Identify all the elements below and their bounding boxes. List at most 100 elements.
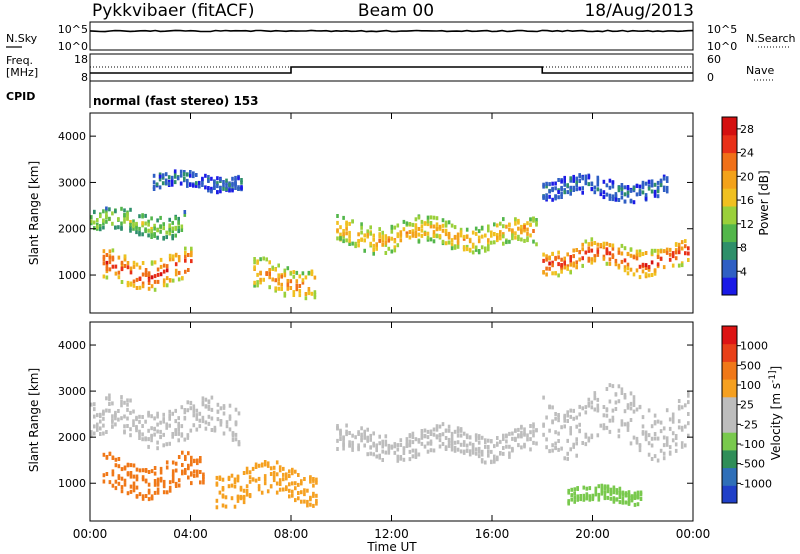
power-echo-cell bbox=[184, 254, 187, 259]
velocity-echo-cell bbox=[626, 427, 630, 432]
velocity-echo-cell bbox=[614, 400, 618, 405]
velocity-echo-cell bbox=[234, 432, 238, 437]
velocity-echo-cell bbox=[168, 416, 171, 421]
power-echo-cell bbox=[102, 225, 105, 230]
power-echo-cell bbox=[360, 225, 363, 230]
velocity-echo-cell bbox=[641, 424, 645, 429]
power-echo-cell bbox=[417, 227, 421, 231]
velocity-colorbar-segment bbox=[722, 467, 737, 486]
power-echo-cell bbox=[450, 246, 454, 251]
power-echo-cell bbox=[295, 283, 299, 288]
velocity-echo-cell bbox=[411, 448, 415, 453]
velocity-echo-cell bbox=[584, 432, 588, 437]
power-echo-cell bbox=[210, 176, 213, 181]
power-echo-cell bbox=[420, 233, 424, 238]
power-echo-cell bbox=[653, 182, 657, 187]
velocity-echo-cell bbox=[653, 413, 657, 418]
power-echo-cell bbox=[535, 242, 538, 247]
power-echo-cell bbox=[150, 284, 154, 289]
velocity-echo-cell bbox=[535, 428, 538, 433]
velocity-echo-cell bbox=[114, 479, 118, 484]
power-echo-cell bbox=[459, 227, 463, 232]
velocity-echo-cell bbox=[144, 494, 148, 498]
velocity-echo-cell bbox=[266, 489, 270, 494]
velocity-echo-cell bbox=[219, 422, 223, 427]
velocity-y-tick-label: 1000 bbox=[58, 477, 86, 490]
nsky-left-tick-bottom: 10^0 bbox=[58, 40, 88, 53]
power-echo-cell bbox=[277, 277, 280, 282]
velocity-echo-cell bbox=[423, 428, 427, 433]
velocity-echo-cell bbox=[674, 434, 678, 438]
velocity-echo-cell bbox=[617, 434, 621, 439]
velocity-echo-cell bbox=[462, 431, 466, 436]
power-echo-cell bbox=[165, 276, 169, 281]
velocity-echo-cell bbox=[570, 487, 573, 492]
power-echo-cell bbox=[426, 219, 430, 224]
velocity-echo-cell bbox=[487, 438, 490, 443]
velocity-echo-cell bbox=[222, 411, 226, 416]
velocity-echo-cell bbox=[684, 424, 687, 429]
power-echo-cell bbox=[295, 287, 299, 292]
velocity-echo-cell bbox=[126, 398, 129, 403]
velocity-echo-cell bbox=[626, 421, 630, 426]
velocity-echo-cell bbox=[671, 415, 675, 420]
time-tick-label: 20:00 bbox=[575, 527, 610, 541]
power-echo-cell bbox=[447, 231, 451, 236]
velocity-echo-cell bbox=[474, 451, 478, 456]
power-echo-cell bbox=[126, 216, 129, 221]
velocity-colorbar-segment bbox=[722, 396, 737, 415]
velocity-echo-cell bbox=[111, 483, 115, 488]
power-echo-cell bbox=[629, 199, 633, 204]
power-echo-cell bbox=[462, 234, 466, 239]
velocity-echo-cell bbox=[303, 492, 306, 497]
velocity-echo-cell bbox=[300, 499, 303, 504]
power-echo-cell bbox=[295, 279, 299, 284]
power-echo-cell bbox=[162, 283, 166, 288]
power-echo-cell bbox=[596, 187, 600, 192]
power-echo-cell bbox=[584, 239, 588, 244]
velocity-echo-cell bbox=[659, 448, 663, 453]
velocity-echo-cell bbox=[129, 489, 133, 494]
power-echo-cell bbox=[387, 238, 391, 243]
velocity-echo-cell bbox=[126, 407, 129, 412]
velocity-echo-cell bbox=[263, 481, 267, 486]
velocity-echo-cell bbox=[638, 404, 642, 409]
velocity-echo-cell bbox=[456, 447, 460, 452]
power-echo-cell bbox=[432, 215, 436, 220]
velocity-echo-cell bbox=[687, 412, 690, 416]
power-echo-cell bbox=[170, 182, 174, 187]
velocity-echo-cell bbox=[174, 468, 178, 473]
power-echo-cell bbox=[554, 255, 557, 260]
power-echo-cell bbox=[259, 257, 262, 262]
power-echo-cell bbox=[548, 189, 551, 194]
power-echo-cell bbox=[135, 224, 138, 229]
velocity-echo-cell bbox=[615, 497, 619, 502]
velocity-echo-cell bbox=[233, 504, 237, 509]
power-echo-cell bbox=[623, 258, 627, 263]
velocity-echo-cell bbox=[393, 450, 397, 455]
velocity-echo-cell bbox=[351, 444, 354, 449]
power-echo-cell bbox=[295, 270, 299, 275]
power-echo-cell bbox=[456, 235, 460, 240]
velocity-echo-cell bbox=[141, 432, 144, 437]
velocity-echo-cell bbox=[423, 444, 427, 449]
power-echo-cell bbox=[684, 251, 687, 256]
power-echo-cell bbox=[231, 188, 234, 193]
velocity-echo-cell bbox=[221, 477, 225, 482]
velocity-echo-cell bbox=[529, 437, 532, 442]
velocity-echo-cell bbox=[620, 387, 624, 392]
velocity-echo-cell bbox=[487, 453, 490, 458]
velocity-echo-cell bbox=[502, 437, 505, 441]
power-echo-cell bbox=[304, 275, 308, 280]
power-echo-cell bbox=[465, 244, 469, 249]
power-echo-cell bbox=[168, 231, 171, 236]
velocity-echo-cell bbox=[665, 440, 669, 444]
power-echo-cell bbox=[662, 249, 666, 254]
power-echo-cell bbox=[429, 237, 433, 242]
velocity-colorbar-segment bbox=[722, 379, 737, 398]
power-echo-cell bbox=[526, 227, 529, 232]
power-echo-cell bbox=[396, 234, 400, 239]
velocity-echo-cell bbox=[630, 494, 634, 499]
velocity-echo-cell bbox=[369, 433, 372, 438]
power-echo-cell bbox=[638, 252, 642, 257]
